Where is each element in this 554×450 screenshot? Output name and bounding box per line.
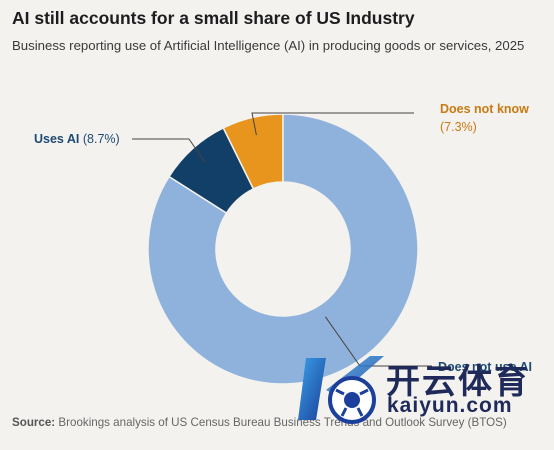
- label-does-not-know: Does not know: [440, 102, 529, 116]
- leader-line-does-not-know: [251, 112, 414, 136]
- chart-subtitle: Business reporting use of Artificial Int…: [12, 38, 525, 53]
- watermark-name: 开云体育: [386, 363, 530, 401]
- watermark-emblem-icon: [298, 356, 384, 424]
- slice-does-not-use-ai: [147, 113, 419, 385]
- source-note: Source: Brookings analysis of US Census …: [12, 415, 532, 431]
- watermark-domain: kaiyun.com: [387, 394, 513, 417]
- watermark-logo: 开云体育 kaiyun.com: [292, 350, 550, 432]
- source-text: Brookings analysis of US Census Bureau B…: [58, 416, 507, 429]
- leader-line-uses-ai: [132, 138, 206, 163]
- label-does-not-use-ai: Does not use AI: [438, 360, 532, 374]
- chart-title: AI still accounts for a small share of U…: [12, 8, 415, 28]
- value-does-not-know: (7.3%): [440, 120, 477, 134]
- source-label: Source:: [12, 416, 56, 429]
- label-uses-ai: Uses AI (8.7%): [34, 132, 120, 146]
